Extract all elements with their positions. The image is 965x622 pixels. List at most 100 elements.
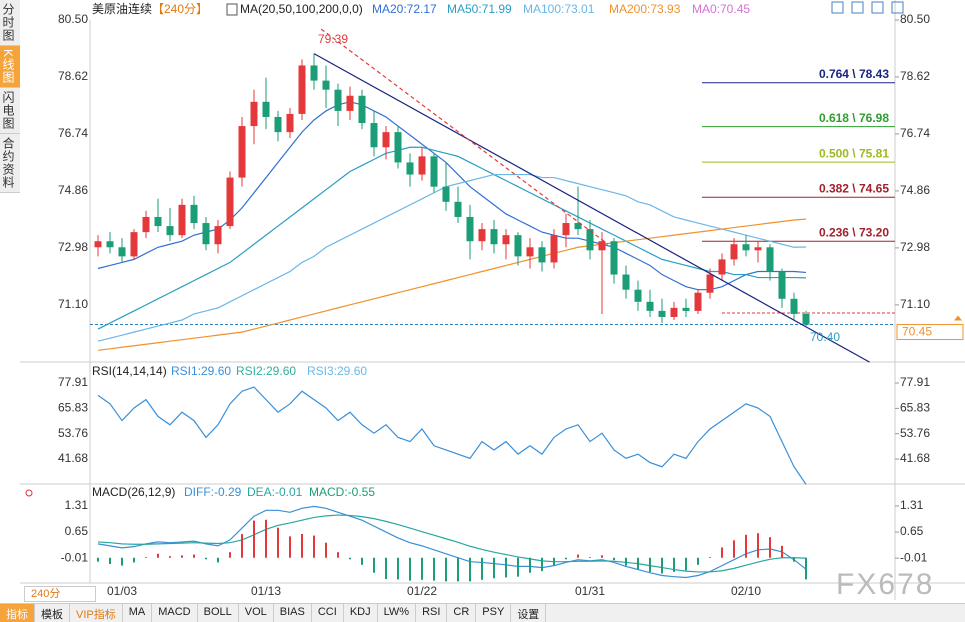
tab[interactable]: 分时图 [0, 0, 20, 46]
toolbar-item[interactable]: RSI [416, 604, 448, 622]
panel-title: RSI(14,14,14) [92, 364, 167, 378]
price-box [896, 324, 964, 341]
icon[interactable] [851, 1, 864, 14]
macd-bar [553, 557, 555, 566]
toolbar-item[interactable]: 指标 [0, 604, 35, 622]
candle-body [262, 101, 270, 117]
tab-strip: 分时图 K线图 闪电图 合约资料 [0, 0, 20, 215]
icon[interactable] [891, 1, 904, 14]
toolbar-item[interactable]: MA [123, 604, 153, 622]
y-tick-label: 1.31 [900, 498, 924, 512]
x-tick-label: 01/03 [107, 584, 137, 598]
candle-body [190, 204, 198, 224]
legend-entry: DEA:-0.01 [247, 485, 303, 499]
macd-bar [661, 557, 663, 574]
y-tick-label: 72.98 [58, 240, 88, 254]
y-tick-label: 41.68 [900, 451, 930, 465]
candle-body [454, 201, 462, 217]
candle-body [238, 126, 246, 178]
legend-entry: MA20:72.17 [372, 2, 437, 16]
legend-entry: MACD:-0.55 [309, 485, 375, 499]
icon[interactable] [25, 489, 33, 497]
trend-line [313, 53, 870, 363]
candle-body [514, 235, 522, 257]
tab[interactable]: 闪电图 [0, 88, 20, 135]
toolbar-item[interactable]: MACD [152, 604, 198, 622]
y-tick-label: 80.50 [58, 12, 88, 26]
macd-bar [277, 527, 279, 558]
candle-body [166, 226, 174, 236]
candle-body [778, 271, 786, 299]
macd-bar [361, 557, 363, 565]
macd-bar [493, 557, 495, 579]
macd-bar [433, 557, 435, 581]
toolbar: 指标 模板 VIP指标 MA MACD BOLL VOL BIAS CCI KDJ LW% RSI CR… [0, 603, 965, 622]
toolbar-item[interactable]: LW% [378, 604, 417, 622]
candle-body [178, 204, 186, 236]
macd-bar [133, 557, 135, 563]
macd-bar [589, 556, 591, 558]
macd-bar [517, 557, 519, 577]
macd-bar [241, 534, 243, 558]
toolbar-item[interactable]: BIAS [274, 604, 312, 622]
candle-body [538, 247, 546, 263]
y-tick-label: 76.74 [58, 126, 88, 140]
y-tick-label: 65.83 [900, 401, 930, 415]
y-tick-label: 76.74 [900, 126, 930, 140]
y-tick-label: 77.91 [58, 375, 88, 389]
panel-title: MACD(26,12,9) [92, 485, 175, 499]
price-label: 70.45 [902, 325, 932, 339]
toolbar-item[interactable]: VOL [239, 604, 274, 622]
toolbar-item[interactable]: 模板 [35, 604, 70, 622]
y-tick-label: 72.98 [900, 240, 930, 254]
macd-bar [121, 557, 123, 566]
candle-body [526, 247, 534, 257]
y-tick-label: 65.83 [58, 401, 88, 415]
legend-entry: RSI3:29.60 [307, 364, 367, 378]
candle-body [646, 301, 654, 311]
price-marker [954, 315, 962, 321]
candle-body [202, 223, 210, 245]
macd-bar [325, 542, 327, 558]
x-tick-label: 01/31 [575, 584, 605, 598]
candle-body [706, 274, 714, 293]
toolbar-item[interactable]: 设置 [511, 604, 547, 622]
annotation: 70.40 [810, 330, 840, 344]
candle-body [682, 307, 690, 311]
tab[interactable]: K线图 [0, 46, 20, 89]
series-line [97, 514, 807, 573]
trend-line [320, 28, 609, 245]
macd-bar [649, 557, 651, 572]
fib-label: 0.236 \ 73.20 [819, 225, 889, 239]
candle-body [742, 244, 750, 251]
macd-bar [457, 557, 459, 582]
candle-body [382, 132, 390, 148]
toolbar-item[interactable]: KDJ [344, 604, 378, 622]
toolbar-item[interactable]: VIP指标 [70, 604, 123, 622]
toolbar-item[interactable]: PSY [476, 604, 512, 622]
candle-body [286, 113, 294, 133]
x-tick-label: 01/22 [407, 584, 437, 598]
candle-body [142, 216, 150, 233]
tab[interactable]: 合约资料 [0, 134, 20, 194]
macd-bar [289, 536, 291, 558]
candle-body [802, 313, 810, 325]
icon[interactable] [226, 3, 238, 16]
period-button[interactable]: 240分 [24, 586, 96, 602]
candle-body [394, 132, 402, 163]
toolbar-item[interactable]: BOLL [198, 604, 239, 622]
ma-title: MA(20,50,100,200,0,0) [240, 2, 363, 16]
toolbar-item[interactable]: CCI [312, 604, 344, 622]
macd-bar [169, 556, 171, 558]
toolbar-item[interactable]: CR [447, 604, 477, 622]
macd-bar [229, 552, 231, 558]
macd-bar [697, 557, 699, 565]
candle-body [562, 223, 570, 236]
macd-bar [769, 537, 771, 558]
icon[interactable] [831, 1, 844, 14]
chart: 美原油连续 【240分】 MA(20,50,100,200,0,0) MA0:7… [20, 0, 965, 600]
macd-bar [301, 534, 303, 558]
candle-body [406, 162, 414, 175]
macd-bar [745, 534, 747, 558]
icon[interactable] [871, 1, 884, 14]
